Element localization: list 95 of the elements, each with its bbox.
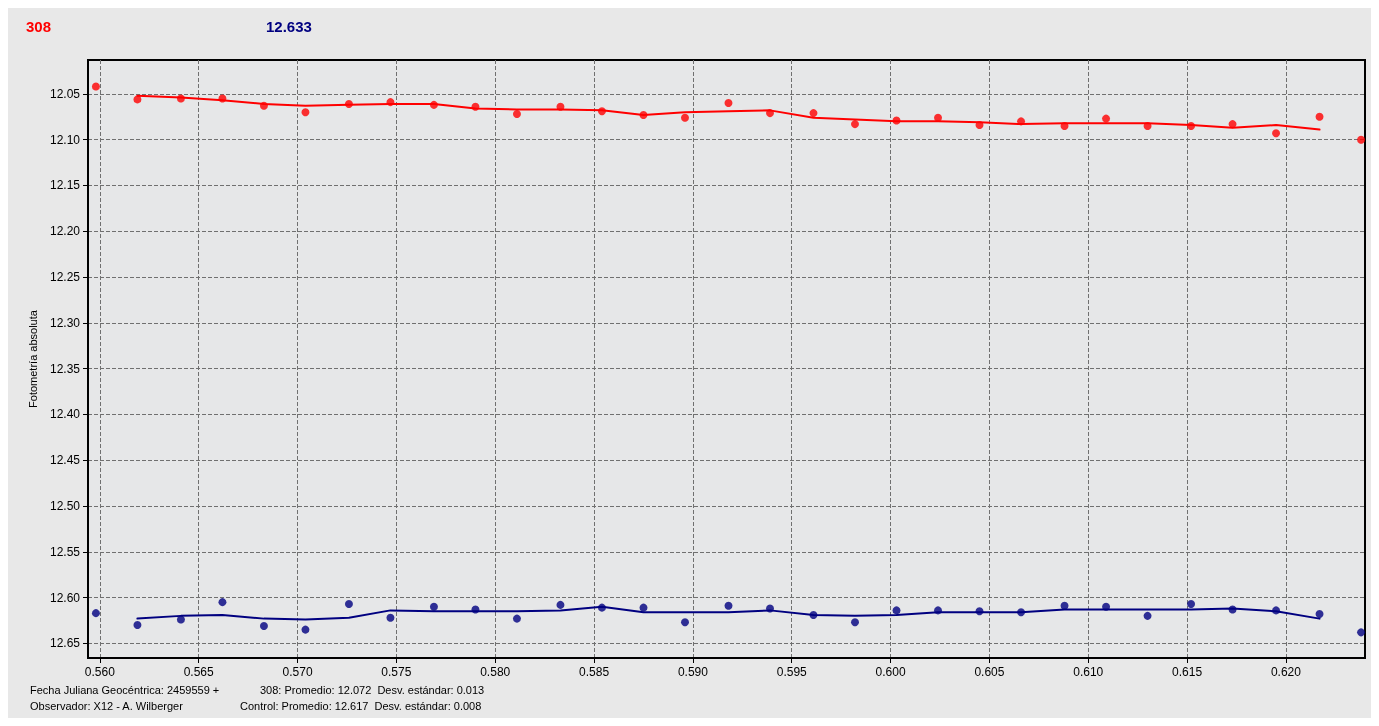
point <box>512 614 521 623</box>
point <box>1102 114 1111 123</box>
point <box>1272 606 1281 615</box>
text: 308 <box>26 18 52 35</box>
point <box>934 606 943 615</box>
text: Observador: X12 - A. Wilberger <box>30 699 184 712</box>
point <box>1187 599 1196 608</box>
x-tick-label: 0.620 <box>1270 665 1302 679</box>
point <box>429 602 438 611</box>
point <box>218 598 227 607</box>
point <box>176 615 185 624</box>
point <box>512 110 521 119</box>
point <box>934 113 943 122</box>
point <box>809 610 818 619</box>
point <box>471 102 480 111</box>
x-tick-label: 0.575 <box>381 665 412 679</box>
point <box>1060 121 1069 130</box>
point <box>681 618 689 627</box>
point <box>471 605 480 614</box>
text: Control: Promedio: 12.617 Desv. estándar: 0.008 <box>240 699 482 712</box>
x-tick-label: 0.560 <box>84 665 116 679</box>
point <box>1017 608 1026 617</box>
point <box>724 601 733 610</box>
point <box>429 100 438 109</box>
point <box>301 108 310 117</box>
y-tick-label: 12.15 <box>49 178 81 193</box>
x-tick-label: 0.615 <box>1172 665 1203 679</box>
y-tick-label: 12.05 <box>49 86 81 101</box>
point <box>556 600 565 609</box>
y-tick-label: 12.35 <box>49 361 81 376</box>
point <box>1272 129 1281 138</box>
point <box>301 625 310 634</box>
point <box>1228 605 1237 614</box>
point <box>1102 602 1111 611</box>
point <box>556 102 565 111</box>
point <box>639 603 648 612</box>
point <box>91 82 100 91</box>
x-tick-label: 0.590 <box>677 665 709 679</box>
point <box>975 607 984 616</box>
x-tick-label: 0.600 <box>875 665 906 679</box>
y-tick-label: 12.10 <box>49 132 81 147</box>
point <box>1357 628 1366 637</box>
point <box>1017 117 1026 126</box>
x-axis-title: Fecha Juliana Geocéntrica: 2459559 + <box>30 683 220 696</box>
point <box>1357 135 1366 144</box>
point <box>766 604 774 613</box>
y-tick-label: 12.65 <box>49 636 81 651</box>
point <box>851 618 859 627</box>
y-tick-label: 12.30 <box>49 315 81 330</box>
point <box>386 98 395 107</box>
y-tick-label: 12.50 <box>49 498 81 513</box>
point <box>1143 611 1152 620</box>
point <box>1315 112 1324 121</box>
point <box>259 101 268 110</box>
x-tick-label: 0.605 <box>974 665 1005 679</box>
point <box>344 99 353 108</box>
point <box>218 94 227 103</box>
point <box>597 603 606 612</box>
point <box>681 113 689 122</box>
point <box>1143 121 1152 130</box>
point <box>1187 121 1196 130</box>
point <box>1060 601 1069 610</box>
point <box>766 109 774 118</box>
point <box>1315 610 1324 619</box>
point <box>1228 120 1237 129</box>
x-tick-label: 0.570 <box>282 665 313 679</box>
y-axis-title: Fotometría absoluta <box>26 309 39 408</box>
point <box>176 94 185 103</box>
point <box>975 121 984 130</box>
text: 12.633 <box>266 18 312 35</box>
text: 308: Promedio: 12.072 Desv. estándar: 0.013 <box>260 683 485 696</box>
point <box>597 107 606 116</box>
x-tick-label: 0.580 <box>480 665 511 679</box>
point <box>724 99 733 108</box>
x-tick-label: 0.595 <box>776 665 808 679</box>
point <box>892 606 901 615</box>
y-tick-label: 12.45 <box>49 453 81 468</box>
point <box>344 599 353 608</box>
y-tick-label: 12.20 <box>49 224 81 239</box>
point <box>892 116 901 125</box>
point <box>809 109 818 118</box>
y-tick-label: 12.60 <box>49 590 81 605</box>
point <box>386 613 395 622</box>
point <box>851 120 859 129</box>
point <box>639 110 648 119</box>
y-tick-label: 12.40 <box>49 407 81 422</box>
x-tick-label: 0.610 <box>1073 665 1104 679</box>
point <box>91 609 100 618</box>
y-tick-label: 12.55 <box>49 544 81 559</box>
point <box>133 621 142 630</box>
point <box>259 621 268 630</box>
point <box>133 95 142 104</box>
y-tick-label: 12.25 <box>49 270 81 285</box>
x-tick-label: 0.565 <box>183 665 215 679</box>
x-tick-label: 0.585 <box>579 665 610 679</box>
